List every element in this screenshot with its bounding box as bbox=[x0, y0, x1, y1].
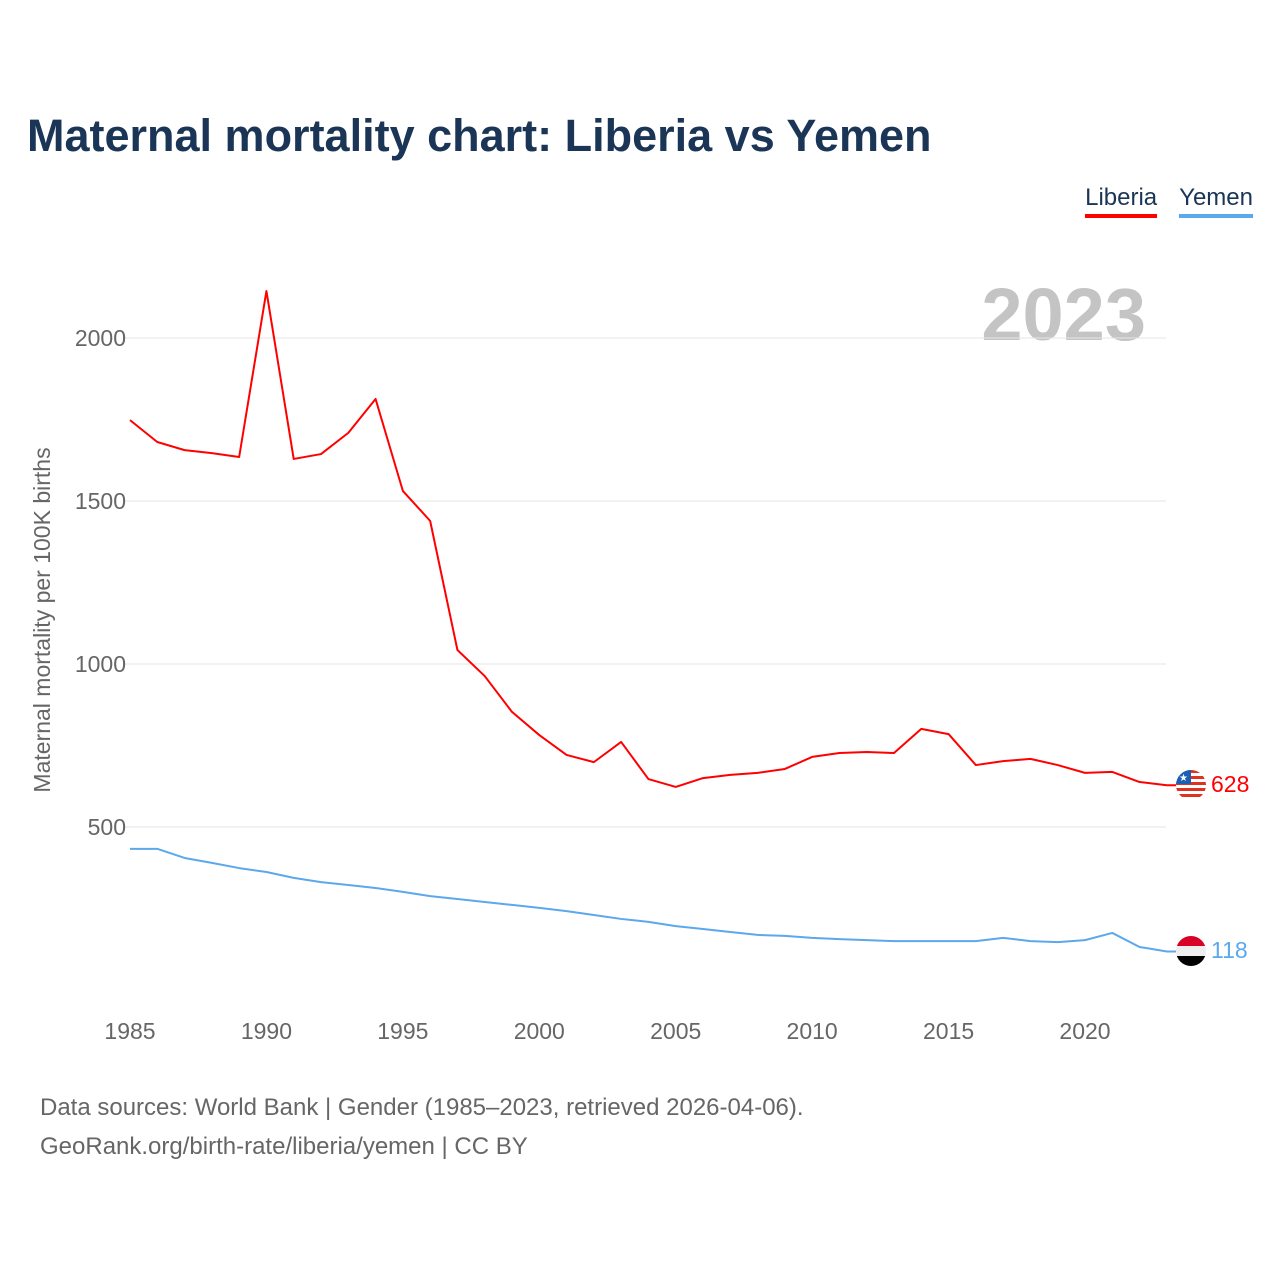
y-tick-label: 500 bbox=[88, 814, 126, 840]
x-tick-label: 1990 bbox=[241, 1018, 292, 1044]
line-chart: 2023 500 1000 1500 2000 1985 1990 1995 2000 200… bbox=[29, 273, 1249, 1044]
chart-title: Maternal mortality chart: Liberia vs Yem… bbox=[27, 110, 932, 161]
y-tick-label: 2000 bbox=[75, 325, 126, 351]
x-tick-label: 2005 bbox=[650, 1018, 701, 1044]
svg-text:★: ★ bbox=[1179, 773, 1188, 784]
x-tick-label: 1985 bbox=[104, 1018, 155, 1044]
y-tick-label: 1000 bbox=[75, 651, 126, 677]
legend: Liberia Yemen bbox=[1085, 184, 1253, 218]
year-badge: 2023 bbox=[981, 273, 1146, 356]
legend-liberia[interactable]: Liberia bbox=[1085, 184, 1158, 218]
x-tick-label: 1995 bbox=[377, 1018, 428, 1044]
y-tick-label: 1500 bbox=[75, 488, 126, 514]
x-tick-label: 2010 bbox=[787, 1018, 838, 1044]
liberia-end-label: 628 bbox=[1211, 771, 1249, 797]
series-line-liberia bbox=[129, 290, 1176, 788]
y-axis-label: Maternal mortality per 100K births bbox=[29, 447, 55, 792]
legend-yemen[interactable]: Yemen bbox=[1179, 184, 1253, 218]
x-tick-label: 2000 bbox=[514, 1018, 565, 1044]
source-line-2: GeoRank.org/birth-rate/liberia/yemen | C… bbox=[40, 1133, 528, 1160]
liberia-flag-icon: ★ bbox=[1176, 770, 1206, 800]
yemen-end-label: 118 bbox=[1211, 937, 1248, 963]
source-note: Data sources: World Bank | Gender (1985–… bbox=[40, 1088, 804, 1166]
yemen-flag-icon bbox=[1176, 936, 1206, 966]
x-tick-label: 2020 bbox=[1059, 1018, 1110, 1044]
source-line-1: Data sources: World Bank | Gender (1985–… bbox=[40, 1094, 804, 1121]
series-line-yemen bbox=[130, 847, 1176, 953]
x-tick-label: 2015 bbox=[923, 1018, 974, 1044]
